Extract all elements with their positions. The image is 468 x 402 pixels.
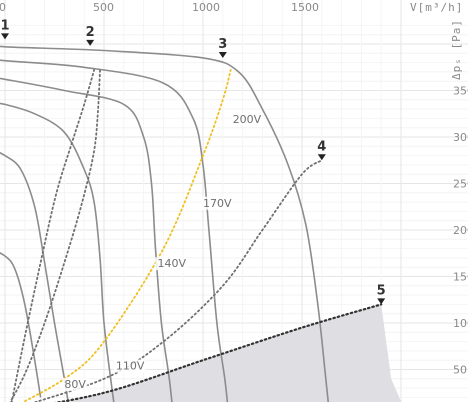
voltage-label-bg xyxy=(201,196,233,210)
operating-point-1-label: 1 xyxy=(0,18,9,33)
voltage-label-200v: 200V xyxy=(233,113,262,126)
voltage-label-140v: 140V xyxy=(157,257,186,270)
fan-curve-140v xyxy=(0,77,173,402)
operating-point-3-label: 3 xyxy=(218,37,227,52)
resistance-curves xyxy=(9,69,383,402)
y-axis-ticks: 350 300 250 200 150 100 50 xyxy=(453,85,468,377)
y-tick-150: 150 xyxy=(453,271,468,284)
operating-point-1-marker xyxy=(1,33,9,40)
curve-labels: 80V 110V 140V 170V 200V xyxy=(62,113,263,392)
y-tick-350: 350 xyxy=(453,85,468,98)
operating-point-5-marker xyxy=(377,298,386,305)
fan-curve-170v xyxy=(0,59,229,402)
operating-point-4-label: 4 xyxy=(317,139,326,154)
operating-point-2-label: 2 xyxy=(86,25,95,40)
x-tick-0: 0 xyxy=(0,1,6,14)
y-tick-100: 100 xyxy=(453,317,468,330)
y-tick-250: 250 xyxy=(453,178,468,191)
y-tick-300: 300 xyxy=(453,131,468,144)
system-curve-3 xyxy=(21,69,232,402)
operating-point-3-marker xyxy=(218,51,227,58)
operating-point-4-marker xyxy=(317,154,326,161)
x-axis-ticks: 0 500 1000 1500 xyxy=(0,1,319,14)
voltage-label-110v: 110V xyxy=(116,360,145,373)
voltage-label-bg xyxy=(62,378,88,392)
operating-region-fill xyxy=(5,304,402,402)
fan-curve-110v xyxy=(0,102,115,402)
y-tick-50: 50 xyxy=(453,364,467,377)
voltage-label-bg xyxy=(155,257,188,271)
x-tick-500: 500 xyxy=(93,1,114,14)
voltage-label-bg xyxy=(230,113,263,127)
fan-curves xyxy=(0,45,330,402)
fan-curve-200v xyxy=(0,45,330,402)
x-axis-unit: V[m³/h] xyxy=(410,1,463,14)
system-curve-5 xyxy=(54,303,383,402)
x-tick-1500: 1500 xyxy=(291,1,319,14)
y-axis-unit: Δpₛ [Pa] xyxy=(450,19,463,80)
system-curve-1 xyxy=(10,69,95,402)
operating-point-2-marker xyxy=(86,39,95,46)
voltage-label-bg xyxy=(113,359,146,373)
voltage-label-80v: 80V xyxy=(64,378,86,391)
y-tick-200: 200 xyxy=(453,224,468,237)
fan-curve-80v xyxy=(0,151,69,402)
voltage-label-170v: 170V xyxy=(203,197,232,210)
operating-point-5-label: 5 xyxy=(377,283,386,298)
fan-curve-lowest xyxy=(0,252,42,398)
operating-point-markers: 1 2 3 4 5 xyxy=(0,18,386,305)
system-curve-4 xyxy=(32,159,323,402)
x-tick-1000: 1000 xyxy=(192,1,220,14)
system-curve-2 xyxy=(9,69,101,402)
